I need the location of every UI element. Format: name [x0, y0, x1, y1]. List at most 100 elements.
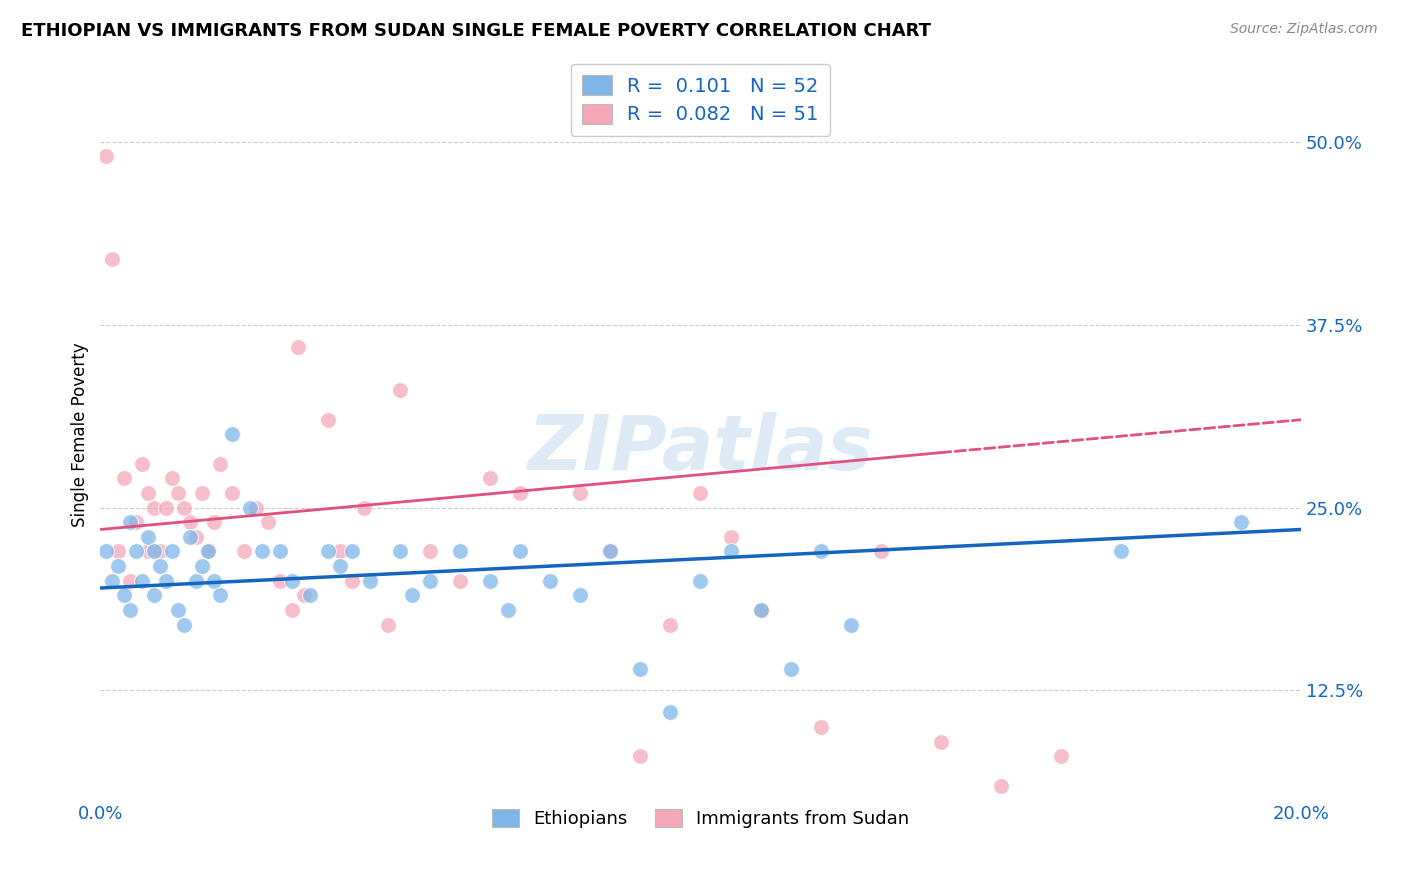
Point: [990, 779, 1012, 793]
Point: [720, 530, 742, 544]
Point: [257, 515, 280, 529]
Point: [197, 544, 219, 558]
Point: [131, 457, 153, 471]
Point: [96, 149, 118, 163]
Point: [162, 544, 184, 558]
Point: [659, 706, 682, 720]
Point: [101, 574, 124, 588]
Point: [149, 559, 172, 574]
Point: [299, 588, 322, 602]
Point: [929, 734, 952, 748]
Point: [419, 544, 441, 558]
Point: [143, 500, 166, 515]
Point: [630, 749, 652, 764]
Point: [401, 588, 423, 602]
Point: [131, 574, 153, 588]
Point: [329, 559, 352, 574]
Point: [810, 544, 832, 558]
Point: [749, 603, 772, 617]
Point: [419, 574, 441, 588]
Point: [138, 486, 160, 500]
Point: [269, 544, 291, 558]
Point: [173, 617, 195, 632]
Point: [449, 544, 471, 558]
Point: [239, 500, 262, 515]
Point: [138, 544, 160, 558]
Point: [155, 500, 177, 515]
Point: [569, 486, 592, 500]
Point: [1049, 749, 1071, 764]
Point: [209, 457, 232, 471]
Legend: Ethiopians, Immigrants from Sudan: Ethiopians, Immigrants from Sudan: [485, 801, 917, 835]
Point: [186, 574, 208, 588]
Point: [509, 486, 531, 500]
Point: [202, 574, 225, 588]
Point: [318, 413, 340, 427]
Point: [779, 661, 801, 675]
Point: [120, 603, 142, 617]
Point: [281, 574, 304, 588]
Point: [209, 588, 232, 602]
Point: [389, 384, 412, 398]
Point: [569, 588, 592, 602]
Point: [107, 544, 129, 558]
Point: [287, 340, 309, 354]
Point: [252, 544, 274, 558]
Point: [179, 530, 201, 544]
Point: [191, 559, 214, 574]
Point: [233, 544, 256, 558]
Point: [599, 544, 621, 558]
Point: [689, 574, 711, 588]
Text: Source: ZipAtlas.com: Source: ZipAtlas.com: [1230, 22, 1378, 37]
Point: [318, 544, 340, 558]
Point: [353, 500, 375, 515]
Point: [810, 720, 832, 734]
Point: [149, 544, 172, 558]
Point: [1109, 544, 1132, 558]
Point: [173, 500, 195, 515]
Point: [125, 515, 148, 529]
Point: [179, 515, 201, 529]
Point: [162, 471, 184, 485]
Point: [143, 588, 166, 602]
Text: ETHIOPIAN VS IMMIGRANTS FROM SUDAN SINGLE FEMALE POVERTY CORRELATION CHART: ETHIOPIAN VS IMMIGRANTS FROM SUDAN SINGL…: [21, 22, 931, 40]
Point: [245, 500, 267, 515]
Point: [294, 588, 316, 602]
Point: [749, 603, 772, 617]
Point: [112, 588, 135, 602]
Point: [449, 574, 471, 588]
Point: [221, 486, 243, 500]
Point: [112, 471, 135, 485]
Point: [377, 617, 399, 632]
Point: [630, 661, 652, 675]
Point: [689, 486, 711, 500]
Point: [96, 544, 118, 558]
Point: [329, 544, 352, 558]
Point: [269, 574, 291, 588]
Point: [599, 544, 621, 558]
Point: [155, 574, 177, 588]
Point: [479, 471, 502, 485]
Point: [101, 252, 124, 266]
Point: [1229, 515, 1251, 529]
Point: [281, 603, 304, 617]
Point: [342, 544, 364, 558]
Point: [540, 574, 562, 588]
Point: [167, 603, 190, 617]
Point: [186, 530, 208, 544]
Y-axis label: Single Female Poverty: Single Female Poverty: [72, 342, 89, 526]
Point: [839, 617, 862, 632]
Point: [125, 544, 148, 558]
Point: [191, 486, 214, 500]
Point: [221, 427, 243, 442]
Point: [869, 544, 891, 558]
Text: ZIPatlas: ZIPatlas: [527, 412, 873, 486]
Point: [143, 544, 166, 558]
Point: [197, 544, 219, 558]
Point: [120, 574, 142, 588]
Point: [107, 559, 129, 574]
Point: [389, 544, 412, 558]
Point: [359, 574, 381, 588]
Point: [202, 515, 225, 529]
Point: [509, 544, 531, 558]
